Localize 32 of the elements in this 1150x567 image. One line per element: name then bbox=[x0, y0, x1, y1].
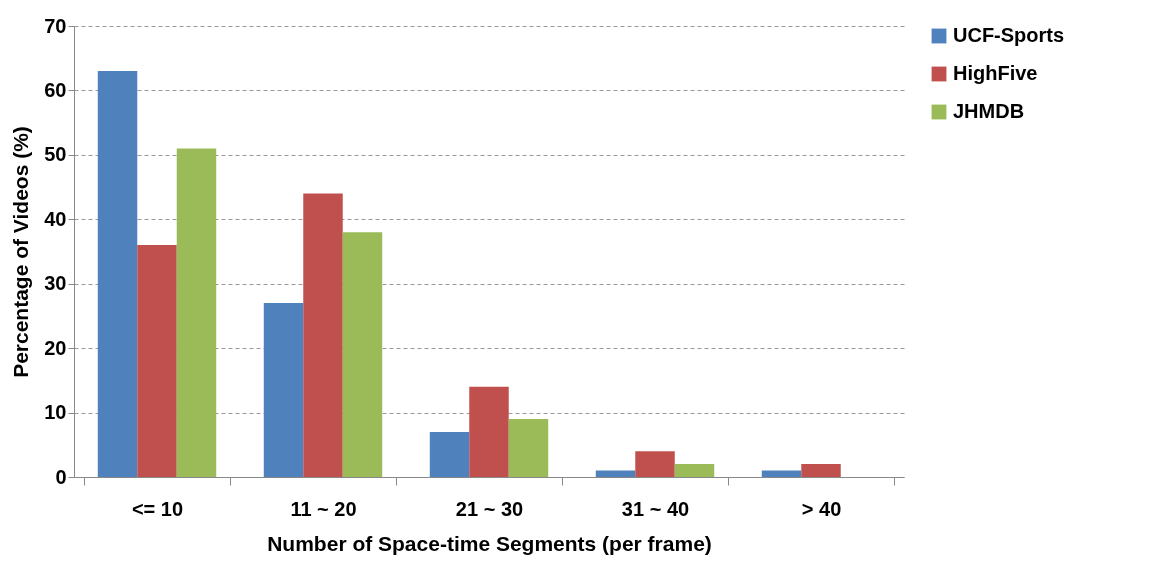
legend-label: HighFive bbox=[953, 62, 1038, 84]
bar bbox=[97, 71, 138, 477]
y-tick-label: 0 bbox=[55, 465, 67, 488]
y-tick-label: 20 bbox=[44, 336, 67, 359]
bar bbox=[635, 451, 675, 477]
bar bbox=[761, 470, 802, 477]
bar bbox=[342, 232, 383, 477]
y-tick-label: 50 bbox=[44, 143, 67, 166]
y-axis-title: Percentage of Videos (%) bbox=[9, 126, 33, 378]
bar bbox=[674, 464, 715, 477]
bar bbox=[595, 470, 636, 477]
x-tick-label: 11 ~ 20 bbox=[290, 497, 357, 520]
y-tick-label: 40 bbox=[44, 207, 67, 230]
x-tick-label: 31 ~ 40 bbox=[621, 497, 690, 520]
legend-label: UCF-Sports bbox=[953, 24, 1065, 46]
y-tick-label: 10 bbox=[44, 401, 67, 424]
x-tick-label: <= 10 bbox=[131, 497, 184, 520]
bar bbox=[303, 193, 343, 477]
x-tick-label: > 40 bbox=[801, 497, 842, 520]
legend-label: JHMDB bbox=[953, 100, 1025, 122]
x-axis-title: Number of Space-time Segments (per frame) bbox=[267, 531, 712, 555]
x-tick-label: 21 ~ 30 bbox=[455, 497, 524, 520]
bar bbox=[801, 464, 841, 477]
bar bbox=[429, 431, 470, 477]
y-tick-label: 30 bbox=[44, 272, 67, 295]
bar bbox=[176, 148, 217, 477]
y-tick-label: 70 bbox=[44, 14, 67, 37]
bar bbox=[263, 303, 304, 477]
y-tick-label: 60 bbox=[44, 78, 67, 101]
bar bbox=[469, 386, 509, 477]
bar bbox=[508, 419, 549, 477]
bar bbox=[137, 245, 177, 477]
